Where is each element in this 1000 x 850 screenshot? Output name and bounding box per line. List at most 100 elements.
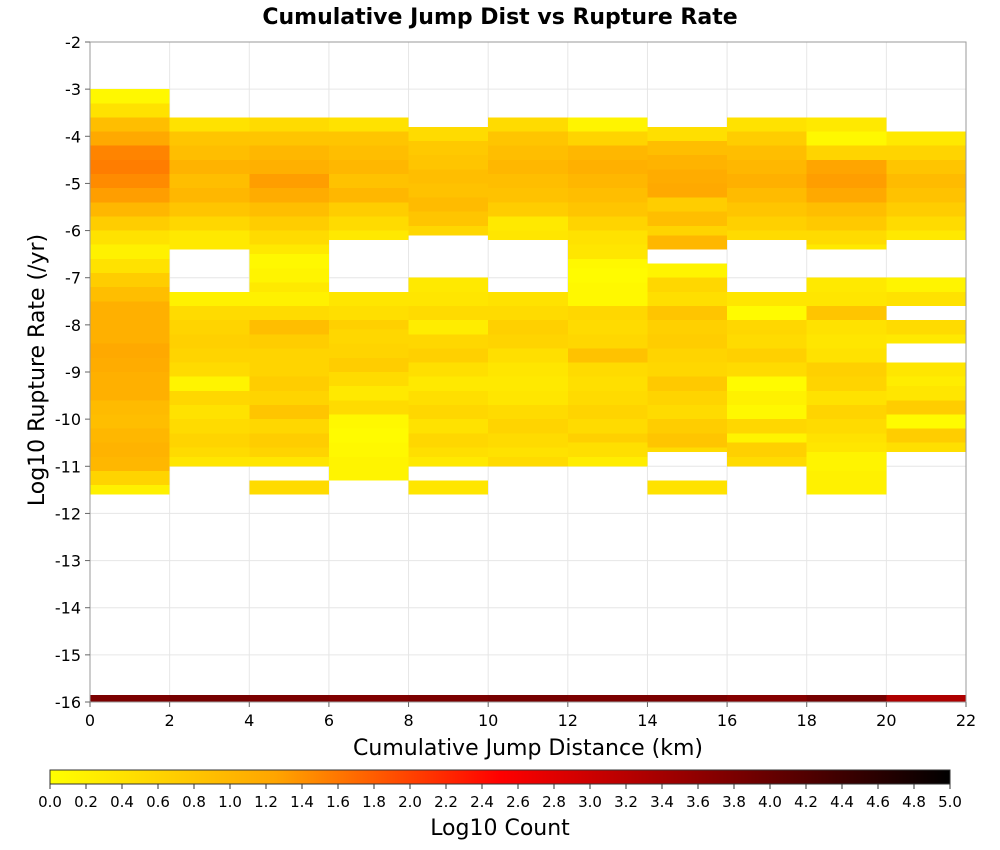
y-axis-ticks: -2 -3 -4 -5 -6 -7 -8 -9 -10 -11 -12 -13 -14 -15 -16 [55,33,90,712]
heatmap-cell [328,188,409,203]
heatmap-cell [647,694,728,702]
heatmap-cell [647,376,728,391]
heatmap-cell [249,131,329,146]
heatmap-cell [249,456,329,467]
heatmap-cell [408,211,489,226]
heatmap-cell [647,141,728,156]
heatmap-cell [567,159,648,174]
heatmap-cell [90,442,170,457]
heatmap-cell [328,117,409,132]
heatmap-cell [567,258,648,269]
heatmap-cell [408,169,489,184]
heatmap-cell [886,188,966,203]
heatmap-cell [249,419,329,434]
colorbar-label: Log10 Count [430,816,570,841]
colorbar-tick-label: 1.2 [254,793,278,811]
heatmap-cell [727,174,807,189]
heatmap-cell [169,456,250,467]
x-tick-label: 14 [637,711,657,730]
heatmap-cell [249,282,329,292]
colorbar-tick-label: 5.0 [938,793,962,811]
heatmap-cell [249,145,329,160]
heatmap-cell [488,159,568,174]
heatmap-cell [727,117,807,132]
heatmap-cell [90,258,170,273]
heatmap-cell [567,145,648,160]
heatmap-cell [408,334,489,349]
heatmap-cell [249,306,329,321]
heatmap-cell [249,376,329,391]
x-tick-label: 20 [876,711,896,730]
colorbar-tick-label: 0.8 [182,793,206,811]
heatmap-cell [727,230,807,240]
heatmap-cell [727,694,807,702]
heatmap-cell [328,372,409,387]
x-tick-label: 4 [244,711,254,730]
heatmap-cell [488,390,568,405]
heatmap-cell [90,694,170,702]
heatmap-cell [328,400,409,415]
heatmap-cell [90,244,170,259]
heatmap-cell [567,362,648,377]
heatmap-cell [488,216,568,231]
heatmap-cell [169,390,250,405]
heatmap-cell [488,433,568,448]
heatmap-cell [488,174,568,189]
heatmap-cell [328,343,409,358]
colorbar-tick-label: 2.8 [542,793,566,811]
heatmap-cell [328,216,409,231]
heatmap-cell [328,202,409,217]
heatmap-cell [328,320,409,330]
heatmap-cell [886,320,966,335]
heatmap-cell [169,240,250,250]
heatmap-cell [408,694,489,702]
heatmap-cell [169,230,250,240]
heatmap-cell [90,230,170,245]
colorbar-tick-label: 0.6 [146,793,170,811]
heatmap-cell [249,174,329,189]
y-tick-label: -14 [55,599,81,618]
heatmap-cell [567,433,648,443]
heatmap-cell [408,291,489,306]
heatmap-cell [488,306,568,321]
heatmap-cell [727,159,807,174]
heatmap-cell [806,230,887,245]
heatmap-cell [806,452,887,471]
heatmap-cell [90,188,170,203]
heatmap-cell [567,348,648,363]
heatmap-cell [488,291,568,306]
heatmap-cell [90,456,170,471]
heatmap-cell [328,428,409,443]
heatmap-cell [806,362,887,377]
heatmap-cell [90,131,170,146]
heatmap-cell [169,202,250,217]
heatmap-cell [886,376,966,387]
heatmap-cell [408,419,489,434]
heatmap-cell [249,202,329,217]
heatmap-cell [408,390,489,405]
heatmap-cell [328,230,409,240]
heatmap-cell [249,117,329,132]
heatmap-cell [488,376,568,391]
heatmap-cell [408,183,489,198]
y-tick-label: -7 [65,269,81,288]
heatmap-cell [249,188,329,203]
heatmap-cell [567,456,648,467]
heatmap-cell [169,376,250,391]
colorbar-tick-label: 1.6 [326,793,350,811]
heatmap-cell [408,197,489,212]
heatmap-cell [408,155,489,170]
y-tick-label: -9 [65,363,81,382]
heatmap-cell [806,306,887,321]
heatmap-cell [488,694,568,702]
heatmap-cell [408,126,489,141]
heatmap-cell [647,291,728,306]
heatmap-cell [249,230,329,245]
heatmap-cell [249,362,329,377]
colorbar-tick-label: 1.8 [362,793,386,811]
heatmap-cell [806,405,887,420]
heatmap-cell [408,456,489,467]
heatmap-cell [727,188,807,203]
colorbar-tick-label: 1.4 [290,793,314,811]
x-tick-label: 6 [324,711,334,730]
